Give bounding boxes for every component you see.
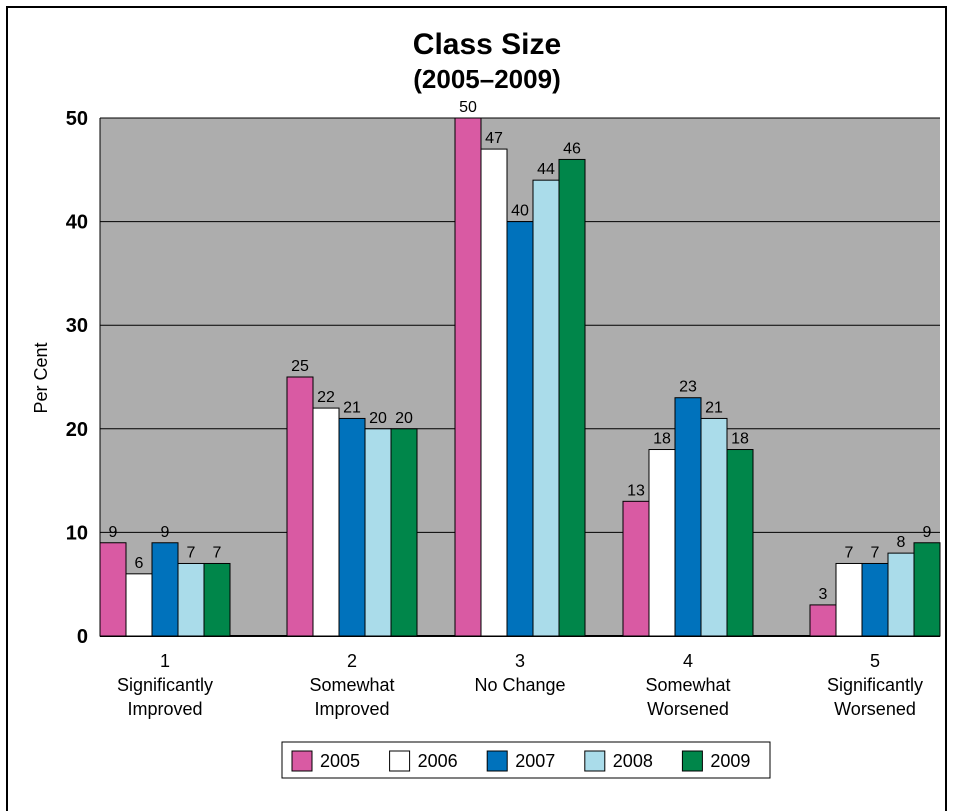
- bar-2007-5: [861, 562, 889, 637]
- legend-label: 2005: [320, 751, 360, 771]
- data-label: 8: [897, 534, 906, 551]
- data-label: 7: [845, 544, 854, 561]
- data-label: 22: [317, 389, 335, 406]
- y-tick-label: 50: [66, 108, 88, 130]
- bar-2005-4: [622, 500, 650, 637]
- bar-2009-5: [913, 542, 941, 637]
- data-label: 6: [135, 555, 144, 572]
- category-label: Improved: [127, 699, 202, 719]
- legend-swatch-2008: [584, 750, 606, 772]
- bar-2008-2: [364, 428, 392, 637]
- y-axis-label: Per Cent: [31, 342, 51, 413]
- bar-2009-2: [390, 428, 418, 637]
- data-label: 18: [731, 431, 749, 448]
- category-label: Somewhat: [645, 675, 730, 695]
- legend-label: 2008: [613, 751, 653, 771]
- y-tick-label: 10: [66, 522, 88, 544]
- category-label: 1: [160, 651, 170, 671]
- chart-subtitle: (2005–2009): [413, 64, 560, 94]
- legend-swatch-2005: [291, 750, 313, 772]
- bar-2006-5: [835, 562, 863, 637]
- data-label: 3: [819, 586, 828, 603]
- data-label: 7: [187, 544, 196, 561]
- data-label: 7: [213, 544, 222, 561]
- bar-2006-4: [648, 449, 676, 637]
- bar-2006-1: [125, 573, 153, 637]
- bar-2006-2: [312, 407, 340, 637]
- data-label: 46: [563, 140, 581, 157]
- data-label: 18: [653, 431, 671, 448]
- category-label: Worsened: [834, 699, 916, 719]
- bar-2007-2: [338, 417, 366, 637]
- legend-label: 2006: [418, 751, 458, 771]
- bar-2009-3: [558, 158, 586, 637]
- data-label: 47: [485, 130, 503, 147]
- bar-2008-5: [887, 552, 915, 637]
- data-label: 50: [459, 99, 477, 116]
- category-label: Improved: [314, 699, 389, 719]
- bar-2008-1: [177, 562, 205, 637]
- category-label: Significantly: [117, 675, 213, 695]
- legend-swatch-2007: [486, 750, 508, 772]
- data-label: 9: [923, 524, 932, 541]
- category-label: Significantly: [827, 675, 923, 695]
- bar-2007-1: [151, 542, 179, 637]
- bar-2008-4: [700, 417, 728, 637]
- bar-2007-3: [506, 221, 534, 637]
- category-label: 5: [870, 651, 880, 671]
- category-label: 2: [347, 651, 357, 671]
- bar-2006-3: [480, 148, 508, 637]
- data-label: 20: [395, 410, 413, 427]
- data-label: 21: [343, 399, 361, 416]
- data-label: 13: [627, 482, 645, 499]
- data-label: 7: [871, 544, 880, 561]
- bar-2005-5: [809, 604, 837, 637]
- bar-2008-3: [532, 179, 560, 637]
- data-label: 20: [369, 410, 387, 427]
- legend-swatch-2006: [389, 750, 411, 772]
- data-label: 9: [109, 524, 118, 541]
- legend-label: 2009: [710, 751, 750, 771]
- data-label: 40: [511, 203, 529, 220]
- legend-swatch-2009: [681, 750, 703, 772]
- data-label: 9: [161, 524, 170, 541]
- bar-2005-1: [99, 542, 127, 637]
- category-label: Somewhat: [309, 675, 394, 695]
- category-label: 3: [515, 651, 525, 671]
- y-tick-label: 20: [66, 419, 88, 441]
- bar-2009-1: [203, 562, 231, 637]
- category-label: No Change: [474, 675, 565, 695]
- data-label: 23: [679, 379, 697, 396]
- y-tick-label: 40: [66, 212, 88, 234]
- data-label: 44: [537, 161, 555, 178]
- data-label: 25: [291, 358, 309, 375]
- category-label: Worsened: [647, 699, 729, 719]
- bar-2005-3: [454, 117, 482, 637]
- chart-frame: [6, 6, 947, 811]
- chart-title: Class Size: [413, 28, 561, 61]
- data-label: 21: [705, 399, 723, 416]
- bar-2005-2: [286, 376, 314, 637]
- bar-2009-4: [726, 449, 754, 637]
- bar-2007-4: [674, 397, 702, 637]
- category-label: 4: [683, 651, 693, 671]
- legend-label: 2007: [515, 751, 555, 771]
- y-tick-label: 0: [77, 626, 88, 648]
- y-tick-label: 30: [66, 315, 88, 337]
